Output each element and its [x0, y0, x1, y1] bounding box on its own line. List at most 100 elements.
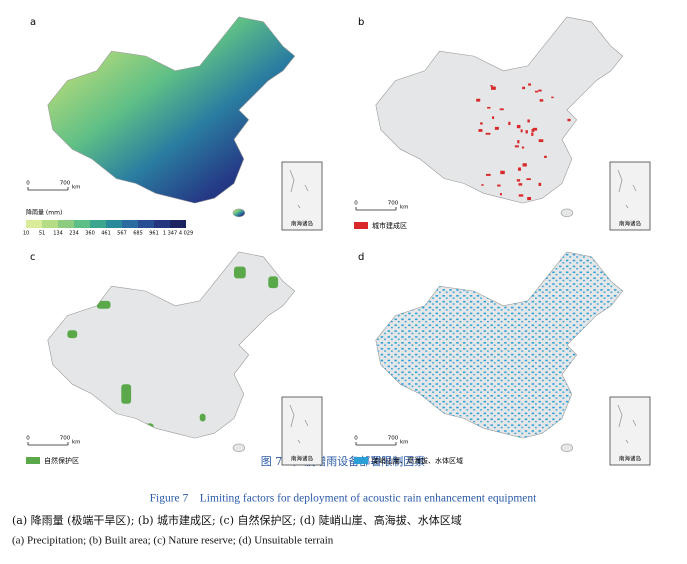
urban-area	[485, 132, 491, 135]
legend-tick: 234	[69, 231, 79, 237]
urban-area	[499, 193, 502, 196]
urban-area	[516, 124, 521, 129]
legend-text: 陡峭山崖、高海拔、水体区域	[372, 456, 463, 465]
inset-label: 南海诸岛	[291, 455, 314, 463]
urban-area	[476, 98, 481, 102]
scale-bar	[27, 442, 69, 446]
map	[47, 16, 296, 218]
urban-area	[539, 99, 544, 102]
legend-tick: 4 029	[179, 231, 193, 237]
legend-swatch	[42, 220, 58, 228]
inset-frame	[281, 161, 323, 231]
panel-label: b	[358, 17, 364, 28]
legend-text: 自然保护区	[44, 456, 79, 465]
urban-area	[534, 90, 539, 93]
urban-area	[478, 129, 483, 132]
legend-swatch	[74, 220, 90, 228]
urban-area	[564, 181, 569, 185]
urban-area	[492, 116, 495, 120]
urban-area	[520, 129, 523, 133]
scale-distance: 700	[388, 436, 399, 442]
urban-area	[490, 84, 493, 87]
legend-swatch	[170, 220, 186, 228]
scale-distance: 700	[60, 181, 71, 187]
urban-area	[531, 132, 534, 136]
map	[47, 251, 296, 453]
urban-area	[551, 96, 554, 99]
scale-distance: 700	[60, 436, 71, 442]
urban-area	[538, 139, 544, 143]
map	[375, 251, 624, 453]
urban-area	[525, 130, 528, 134]
unsuitable-area	[375, 251, 623, 439]
legend-tick: 1 347	[163, 231, 177, 237]
legend-swatch	[354, 222, 368, 229]
urban-area	[514, 145, 519, 148]
scale-bar	[27, 187, 69, 191]
panel-label: d	[358, 252, 364, 263]
country-shape	[47, 251, 296, 439]
urban-area	[518, 167, 521, 171]
scale-zero: 0	[354, 436, 358, 442]
urban-area	[517, 140, 520, 144]
reserve	[96, 300, 111, 309]
legend-swatch	[90, 220, 106, 228]
caption-sub-en: (a) Precipitation; (b) Built area; (c) N…	[12, 535, 334, 547]
urban-area	[538, 182, 542, 186]
legend-swatch	[58, 220, 74, 228]
legend-tick: 134	[53, 231, 63, 237]
panel-label: a	[30, 17, 36, 28]
urban-area	[481, 184, 484, 186]
island	[560, 443, 574, 453]
urban-area	[526, 178, 531, 181]
urban-area	[497, 184, 501, 187]
scale-zero: 0	[354, 201, 358, 207]
urban-area	[521, 146, 525, 149]
legend-title: 降雨量 (mm)	[26, 209, 62, 217]
inset-label: 南海诸岛	[291, 220, 314, 228]
inset-islands	[289, 169, 309, 209]
scale-bar	[355, 207, 397, 211]
urban-area	[518, 194, 524, 197]
reserve	[268, 276, 279, 289]
reserve	[121, 384, 132, 404]
urban-area	[528, 83, 532, 86]
urban-area	[491, 86, 496, 90]
urban-area	[518, 183, 523, 186]
urban-area	[527, 119, 530, 123]
urban-area	[490, 196, 494, 199]
legend-tick: 685	[133, 231, 143, 237]
legend-text: 城市建成区	[372, 221, 407, 230]
country-shape	[375, 16, 624, 204]
urban-area	[480, 122, 483, 125]
urban-area	[486, 173, 491, 176]
inset-label: 南海诸岛	[619, 455, 642, 463]
caption-sub-zh: (a) 降雨量 (极端干旱区); (b) 城市建成区; (c) 自然保护区; (…	[12, 513, 462, 527]
panel-label: c	[30, 252, 36, 263]
urban-area	[567, 118, 571, 122]
scale-unit: km	[72, 440, 81, 446]
scale-bar	[355, 442, 397, 446]
urban-area	[538, 89, 542, 92]
country-shape	[47, 16, 296, 204]
reserve	[199, 413, 206, 422]
overlay	[67, 266, 279, 430]
legend-tick: 10	[23, 231, 29, 237]
legend-tick: 51	[39, 231, 45, 237]
legend-tick: 360	[85, 231, 95, 237]
legend-swatch	[138, 220, 154, 228]
island	[560, 208, 574, 218]
legend-swatch	[354, 457, 368, 464]
urban-area	[499, 108, 504, 111]
scale-unit: km	[72, 185, 81, 191]
legend-swatch	[106, 220, 122, 228]
scale-zero: 0	[26, 181, 30, 187]
inset-frame	[609, 396, 651, 466]
urban-area	[544, 155, 547, 158]
inset-islands	[289, 404, 309, 444]
inset-frame	[609, 161, 651, 231]
legend-tick: 961	[149, 231, 159, 237]
urban-area	[516, 179, 521, 182]
